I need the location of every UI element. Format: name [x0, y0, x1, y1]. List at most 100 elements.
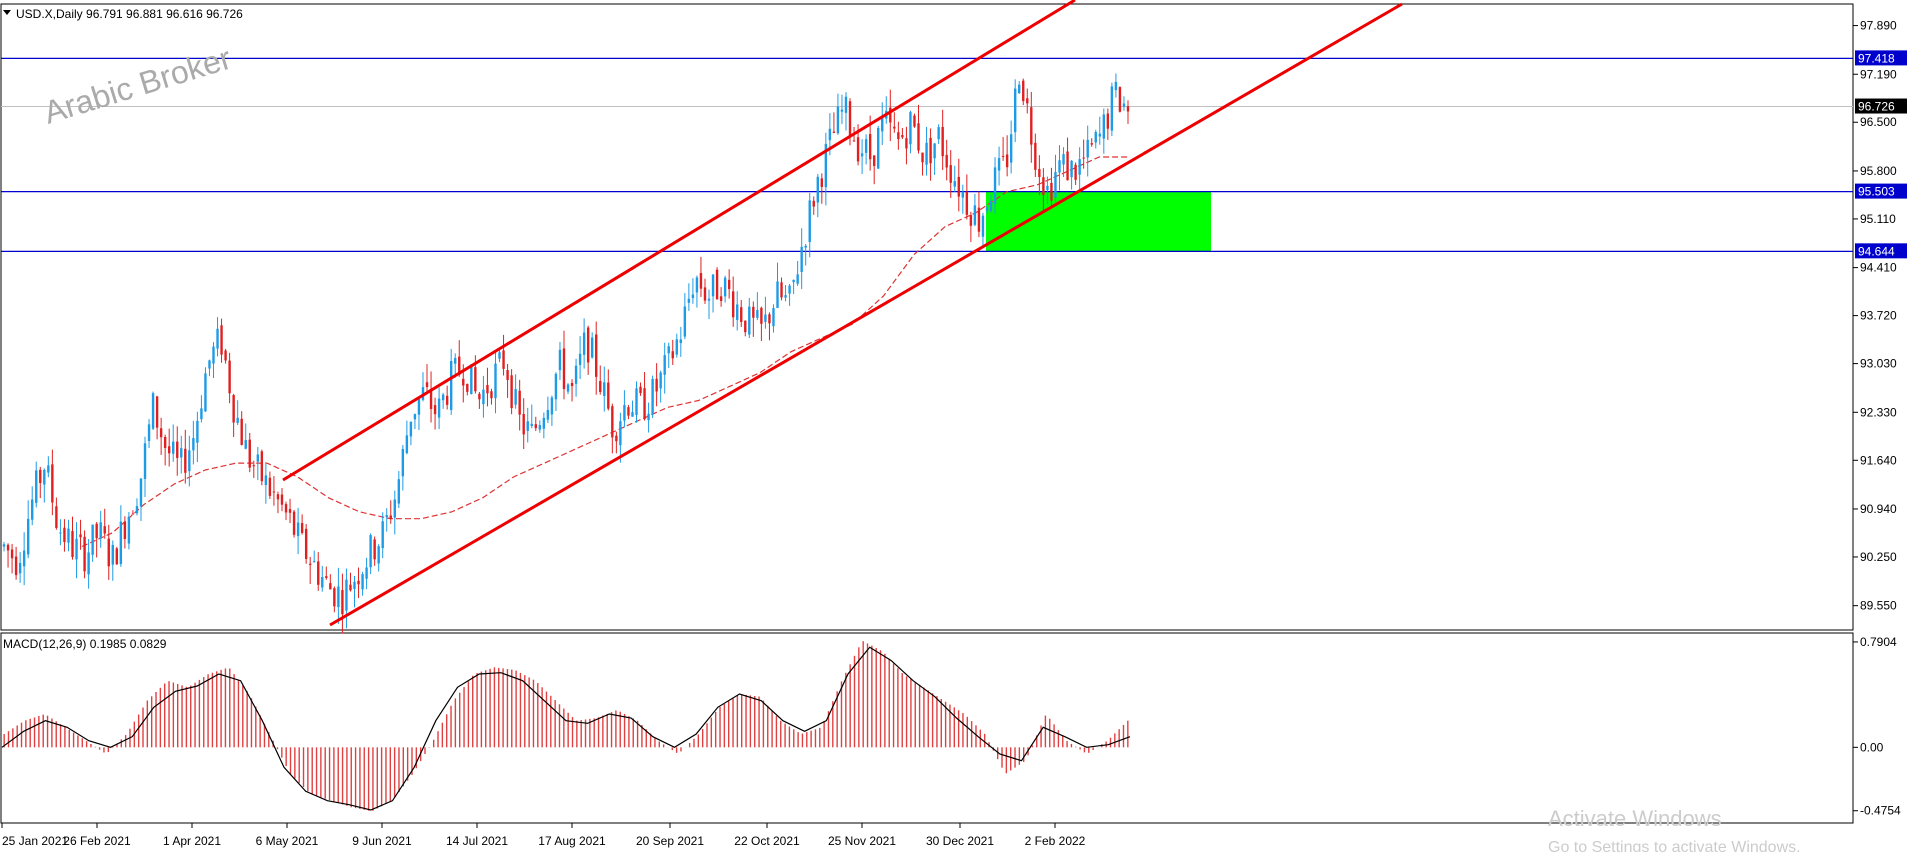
- candle-body: [655, 378, 658, 392]
- candle-body: [973, 205, 977, 225]
- candle-body: [425, 382, 429, 388]
- candle-body: [1034, 142, 1037, 170]
- candle-body: [300, 523, 304, 533]
- candle-body: [248, 439, 251, 468]
- candle-body: [284, 504, 288, 513]
- candle-body: [341, 590, 344, 615]
- candle-body: [804, 245, 807, 248]
- candle-body: [155, 396, 159, 428]
- candle-body: [590, 337, 594, 358]
- candle-body: [599, 381, 602, 393]
- candle-body: [1066, 151, 1069, 181]
- candle-body: [526, 421, 529, 431]
- candle-body: [1005, 154, 1009, 168]
- candle-body: [897, 132, 900, 140]
- candle-body: [997, 158, 1001, 171]
- date-tick-label: 22 Oct 2021: [734, 834, 800, 848]
- candle-body: [546, 409, 550, 420]
- candle-body: [675, 339, 678, 355]
- candle-body: [1018, 84, 1021, 94]
- candle-body: [864, 139, 868, 153]
- date-tick-label: 6 May 2021: [256, 834, 319, 848]
- candle-body: [748, 306, 751, 335]
- candle-body: [772, 308, 775, 327]
- candle-body: [808, 200, 811, 242]
- candle-body: [699, 272, 703, 289]
- candle-body: [550, 397, 554, 415]
- candle-body: [905, 138, 908, 149]
- candle-body: [530, 423, 533, 427]
- candle-body: [6, 544, 10, 551]
- candle-body: [1022, 80, 1025, 102]
- candle-body: [18, 562, 22, 574]
- candle-body: [71, 531, 74, 558]
- candle-body: [562, 348, 566, 389]
- candle-body: [429, 389, 433, 410]
- candle-body: [172, 441, 175, 454]
- candle-body: [292, 511, 296, 535]
- candle-body: [945, 154, 948, 168]
- candle-body: [433, 405, 437, 415]
- candle-body: [989, 200, 993, 212]
- candle-body: [1026, 98, 1029, 104]
- price-axis: 97.890 97.190 96.500 95.800 95.110 94.410 93.7…: [1853, 19, 1897, 613]
- candle-body: [143, 443, 147, 479]
- candle-body: [832, 131, 836, 133]
- price-tick-label: 90.250: [1860, 550, 1897, 564]
- candle-body: [1070, 160, 1073, 178]
- channel-lower-line[interactable]: [329, 2, 1403, 627]
- candle-body: [1001, 155, 1005, 157]
- candle-body: [913, 115, 916, 127]
- candle-body: [107, 538, 110, 567]
- candle-body: [736, 304, 739, 320]
- candle-body: [679, 339, 683, 344]
- candle-body: [454, 357, 457, 364]
- watermark: Arabic Broker: [40, 39, 236, 130]
- candle-body: [393, 499, 396, 518]
- macd-tick-label: 0.00: [1860, 740, 1884, 754]
- candle-body: [969, 215, 973, 226]
- header-triangle-icon: [3, 10, 11, 15]
- candle-body: [397, 479, 401, 504]
- candle-body: [31, 499, 34, 520]
- candle-body: [288, 509, 292, 513]
- candle-body: [1118, 87, 1122, 112]
- level-label: 95.503: [1858, 185, 1895, 199]
- channel-upper-line[interactable]: [282, 0, 1076, 482]
- candle-body: [570, 382, 574, 387]
- candle-body: [542, 417, 546, 429]
- candle-body: [578, 353, 582, 365]
- price-tick-label: 91.640: [1860, 453, 1897, 467]
- candle-body: [909, 112, 912, 145]
- date-tick-label: 1 Apr 2021: [163, 834, 221, 848]
- candle-body: [760, 307, 763, 324]
- candle-body: [603, 382, 606, 396]
- candle-body: [486, 384, 489, 394]
- price-tick-label: 89.550: [1860, 599, 1897, 613]
- candle-body: [39, 469, 42, 484]
- candle-body: [10, 549, 14, 559]
- macd-histogram: [3, 641, 1129, 811]
- candle-body: [687, 298, 691, 303]
- candle-body: [977, 207, 981, 232]
- level-label-box: [1855, 183, 1907, 199]
- candle-body: [103, 526, 106, 534]
- date-tick-label: 9 Jun 2021: [352, 834, 412, 848]
- candle-body: [784, 295, 787, 298]
- candle-body: [22, 550, 26, 567]
- candle-body: [1042, 177, 1045, 195]
- support-zone: [986, 191, 1211, 252]
- candle-body: [796, 274, 799, 284]
- candle-body: [659, 372, 662, 389]
- candle-body: [852, 140, 856, 142]
- price-tick-label: 94.410: [1860, 261, 1897, 275]
- candle-body: [574, 365, 578, 384]
- candle-body: [1009, 134, 1013, 163]
- date-tick-label: 25 Jan 2021: [2, 834, 68, 848]
- candle-body: [506, 370, 509, 380]
- candle-body: [1106, 113, 1110, 129]
- candle-body: [740, 307, 743, 322]
- candle-body: [965, 191, 969, 215]
